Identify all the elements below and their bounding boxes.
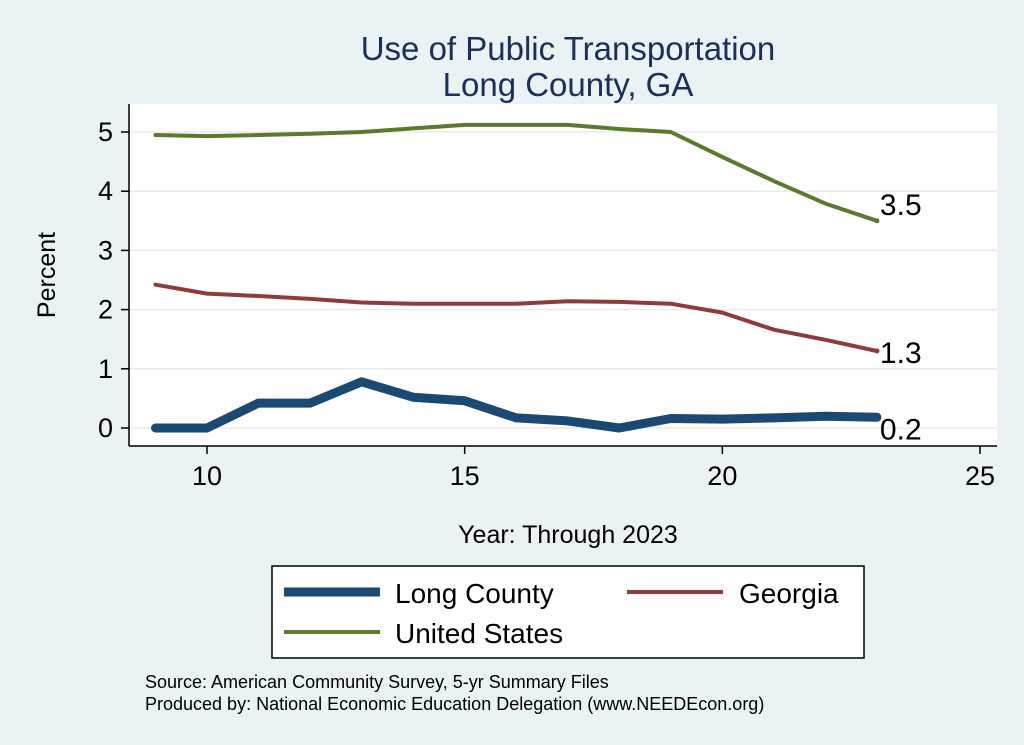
grid <box>129 131 997 429</box>
legend-label-georgia: Georgia <box>739 578 839 609</box>
legend-label-united-states: United States <box>395 618 563 649</box>
x-tick-label-20: 20 <box>707 461 737 491</box>
end-point-united-states <box>874 218 880 224</box>
y-axis-title: Percent <box>33 232 61 318</box>
legend-label-long-county: Long County <box>395 578 554 609</box>
y-tick-label-1: 1 <box>98 354 113 384</box>
legend: Long County Georgia United States <box>271 565 865 659</box>
end-label-georgia: 1.3 <box>880 337 922 370</box>
x-tick-label-10: 10 <box>192 461 222 491</box>
x-tick-label-15: 15 <box>450 461 480 491</box>
x-axis-title: Year: Through 2023 <box>458 521 678 549</box>
chart-title: Use of Public Transportation <box>361 30 776 67</box>
end-label-united-states: 3.5 <box>880 189 922 222</box>
series-lines <box>151 122 882 433</box>
producer-note: Produced by: National Economic Education… <box>145 694 764 714</box>
y-tick-label-5: 5 <box>98 117 113 147</box>
source-note: Source: American Community Survey, 5-yr … <box>145 672 609 692</box>
end-label-long-county: 0.2 <box>880 413 922 446</box>
legend-box <box>271 565 865 659</box>
end-point-long-county <box>874 414 880 420</box>
axes: 0 1 2 3 4 5 10 15 20 25 <box>98 104 997 491</box>
plot-area <box>129 104 997 446</box>
series-line-long-county <box>151 377 882 433</box>
series-line-georgia <box>153 282 879 353</box>
series-line-united-states <box>153 122 879 223</box>
y-tick-label-3: 3 <box>98 235 113 265</box>
end-point-georgia <box>874 348 880 354</box>
chart-subtitle: Long County, GA <box>443 66 694 103</box>
end-labels: 0.2 1.3 3.5 <box>880 189 922 447</box>
x-tick-label-25: 25 <box>965 461 995 491</box>
y-tick-label-0: 0 <box>98 413 113 443</box>
y-tick-label-2: 2 <box>98 295 113 325</box>
y-tick-label-4: 4 <box>98 176 113 206</box>
